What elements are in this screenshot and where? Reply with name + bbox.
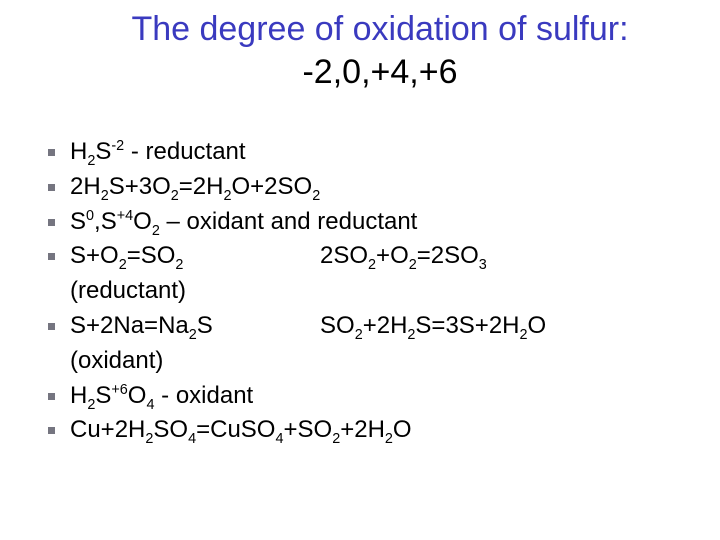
title-line-1: The degree of oxidation of sulfur: — [131, 10, 628, 48]
text: – oxidant and reductant — [160, 208, 418, 235]
text: S+3O — [109, 173, 171, 200]
text: S — [197, 312, 213, 339]
subscript: 2 — [385, 431, 393, 447]
subscript: 2 — [152, 222, 160, 238]
text: =2SO — [417, 242, 479, 269]
text: =2H — [179, 173, 224, 200]
superscript: 0 — [86, 208, 94, 224]
text: S — [95, 138, 111, 165]
text: +2H — [340, 416, 385, 443]
text: +O — [376, 242, 409, 269]
text: O — [128, 382, 147, 409]
subscript: 2 — [189, 327, 197, 343]
text: O — [528, 312, 547, 339]
superscript: +4 — [117, 208, 133, 224]
text: +2H — [363, 312, 408, 339]
text: Cu+2H — [70, 416, 145, 443]
subscript: 2 — [175, 257, 183, 273]
text: 2SO — [320, 242, 368, 269]
list-item: S+O2=SO2 2SO2+O2=2SO3 (reductant) — [70, 239, 690, 309]
superscript: -2 — [111, 138, 124, 154]
text: - oxidant — [154, 382, 253, 409]
equation-row: S+2Na=Na2S SO2+2H2S=3S+2H2O — [70, 309, 690, 344]
list-item: Cu+2H2SO4=CuSO4+SO2+2H2O — [70, 413, 690, 448]
list-item: H2S+6O4 - oxidant — [70, 379, 690, 414]
equation-left: S+O2=SO2 — [70, 239, 320, 274]
text: S — [95, 382, 111, 409]
text: S=3S+2H — [415, 312, 519, 339]
text: S — [70, 208, 86, 235]
text: H — [70, 382, 87, 409]
subscript: 2 — [119, 257, 127, 273]
list-item: 2H2S+3O2=2H2O+2SO2 — [70, 170, 690, 205]
subscript: 2 — [332, 431, 340, 447]
text: O+2SO — [231, 173, 312, 200]
text: ,S — [94, 208, 117, 235]
subscript: 4 — [188, 431, 196, 447]
text: H — [70, 138, 87, 165]
text: =CuSO — [196, 416, 275, 443]
subscript: 2 — [409, 257, 417, 273]
text: O — [393, 416, 412, 443]
text: S+O — [70, 242, 119, 269]
text: SO — [320, 312, 355, 339]
subscript: 2 — [520, 327, 528, 343]
list-item: S0,S+4O2 – oxidant and reductant — [70, 205, 690, 240]
subscript: 2 — [312, 188, 320, 204]
subscript: 2 — [101, 188, 109, 204]
slide: The degree of oxidation of sulfur: -2,0,… — [0, 0, 720, 540]
list-item-note: (oxidant) — [70, 344, 690, 379]
text: O — [133, 208, 152, 235]
equation-left: S+2Na=Na2S — [70, 309, 320, 344]
list-item: H2S-2 - reductant — [70, 135, 690, 170]
text: - reductant — [124, 138, 245, 165]
equation-row: S+O2=SO2 2SO2+O2=2SO3 — [70, 239, 690, 274]
subscript: 2 — [171, 188, 179, 204]
subscript: 2 — [368, 257, 376, 273]
slide-title: The degree of oxidation of sulfur: -2,0,… — [70, 8, 690, 93]
text: SO — [153, 416, 188, 443]
equation-right: SO2+2H2S=3S+2H2O — [320, 309, 690, 344]
text: (oxidant) — [70, 347, 163, 374]
subscript: 2 — [355, 327, 363, 343]
list-item: S+2Na=Na2S SO2+2H2S=3S+2H2O — [70, 309, 690, 344]
text: +SO — [283, 416, 332, 443]
text: =SO — [127, 242, 176, 269]
content-list: H2S-2 - reductant 2H2S+3O2=2H2O+2SO2 S0,… — [70, 135, 690, 448]
title-line-2: -2,0,+4,+6 — [302, 53, 457, 91]
text: 2H — [70, 173, 101, 200]
subscript: 3 — [479, 257, 487, 273]
equation-note: (reductant) — [70, 274, 690, 309]
superscript: +6 — [111, 382, 127, 398]
equation-right: 2SO2+O2=2SO3 — [320, 239, 690, 274]
text: S+2Na=Na — [70, 312, 189, 339]
